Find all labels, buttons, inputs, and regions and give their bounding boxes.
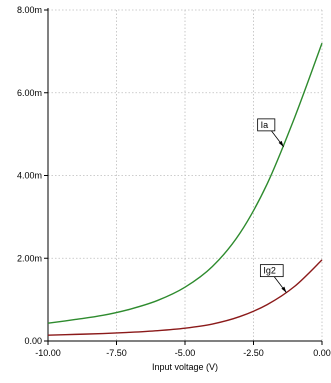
- y-tick-label: 2.00m: [17, 253, 42, 263]
- series-annotation-ig2: Ig2: [259, 264, 287, 293]
- x-axis-label: Input voltage (V): [152, 362, 218, 372]
- series-label-ia: Ia: [261, 120, 269, 130]
- annotation-box: [259, 264, 284, 278]
- x-tick-label: -10.00: [35, 348, 61, 358]
- series-lines: [47, 42, 323, 336]
- x-tick-label: 0.00: [313, 348, 331, 358]
- x-tick-label: -7.50: [106, 348, 127, 358]
- annotation-arrowhead: [281, 286, 287, 293]
- series-annotation-ia: Ia: [257, 118, 284, 148]
- series-label-ig2: Ig2: [263, 266, 276, 276]
- axes: [44, 8, 323, 345]
- y-tick-label: 0.00: [24, 336, 42, 346]
- x-tick-label: -2.50: [243, 348, 264, 358]
- y-tick-label: 4.00m: [17, 171, 42, 181]
- y-tick-label: 6.00m: [17, 88, 42, 98]
- grid: [48, 9, 323, 341]
- annotation-arrowhead: [278, 140, 284, 147]
- annotation-box: [257, 118, 276, 132]
- series-line-ig2: [47, 259, 323, 336]
- x-tick-label: -5.00: [175, 348, 196, 358]
- series-line-ia: [47, 42, 323, 324]
- tick-labels: -10.00 -7.50 -5.00 -2.50 0.00 0.00 2.00m 4.00m 6…: [17, 5, 331, 358]
- series-labels: Ia Ig2: [257, 118, 287, 293]
- y-tick-label: 8.00m: [17, 5, 42, 15]
